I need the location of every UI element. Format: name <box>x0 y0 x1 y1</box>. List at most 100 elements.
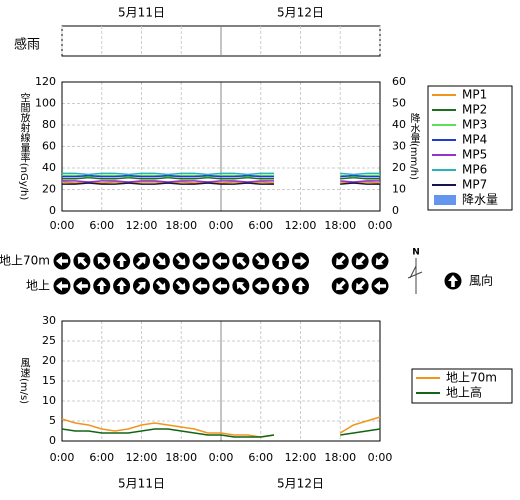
arrow-shape <box>116 255 127 267</box>
rain-label: 感雨 <box>14 37 40 53</box>
wind-arrow <box>212 277 230 295</box>
wind-row-label: 地上70m <box>0 254 50 268</box>
wind-arrow <box>192 277 210 295</box>
wind-arrow <box>113 252 131 270</box>
x-tick-label: 6:00 <box>248 219 273 232</box>
y2-axis-label: 降水量(mm/h) <box>408 112 420 180</box>
arrow-shape <box>195 281 208 291</box>
wind-arrow <box>93 252 111 270</box>
wind-arrow <box>331 252 349 270</box>
arrow-shape <box>75 281 88 291</box>
legend-box <box>427 85 513 211</box>
arrow-shape <box>195 256 208 266</box>
arrow-shape <box>374 281 386 291</box>
arrow-shape <box>275 280 286 292</box>
arrow-shape <box>56 256 68 266</box>
y2-tick-label: 60 <box>392 75 406 88</box>
wind-arrow <box>73 277 91 295</box>
arrow-shape <box>96 280 107 292</box>
compass-n: N <box>412 248 420 258</box>
x-tick-label: 6:00 <box>89 219 114 232</box>
wind-arrow <box>212 252 230 270</box>
legend-label: 降水量 <box>462 193 498 207</box>
date-label: 5月12日 <box>277 6 324 20</box>
legend-swatch <box>434 195 456 205</box>
wind-arrow <box>252 277 270 295</box>
arrow-shape <box>255 255 265 266</box>
y-tick-label: 40 <box>42 161 56 174</box>
arrow-shape <box>448 275 458 287</box>
series-line <box>62 182 380 185</box>
arrow-shape <box>275 255 286 267</box>
y-tick-label: 80 <box>42 118 56 131</box>
wind-arrow <box>93 277 111 295</box>
legend-label: MP1 <box>462 88 487 102</box>
date-label: 5月11日 <box>118 6 165 20</box>
x-tick-label: 18:00 <box>324 219 356 232</box>
wind-arrow <box>172 277 190 295</box>
x-tick-label: 0:00 <box>368 219 393 232</box>
wind-arrow <box>113 277 131 295</box>
y-tick-label: 120 <box>35 75 56 88</box>
plot-frame <box>61 320 381 442</box>
y-tick-label: 25 <box>42 334 56 347</box>
arrow-shape <box>116 280 127 292</box>
arrow-shape <box>155 255 166 266</box>
legend-label: 地上高 <box>446 385 482 400</box>
x-tick-label: 18:00 <box>165 219 197 232</box>
arrow-shape <box>215 281 227 291</box>
arrow-shape <box>336 280 346 291</box>
y-tick-label: 20 <box>42 354 56 367</box>
y-tick-label: 0 <box>49 434 56 447</box>
x-tick-label: 0:00 <box>50 219 75 232</box>
arrow-shape <box>355 280 366 291</box>
y2-tick-label: 0 <box>392 204 399 217</box>
x-tick-label: 6:00 <box>248 451 273 464</box>
arrow-shape <box>175 255 186 266</box>
legend-label: MP2 <box>462 103 487 117</box>
y-tick-label: 15 <box>42 374 56 387</box>
arrow-shape <box>56 281 68 291</box>
arrow-shape <box>294 256 307 266</box>
legend-label: MP7 <box>462 178 487 192</box>
wind-arrow <box>351 277 369 295</box>
arrow-shape <box>135 256 146 267</box>
wind-arrow <box>232 252 250 270</box>
wind-arrow <box>73 252 91 270</box>
wind-arrow <box>53 277 71 295</box>
arrow-shape <box>135 281 146 292</box>
x-tick-label: 18:00 <box>324 451 356 464</box>
wind-arrow <box>272 277 290 295</box>
legend-label: MP3 <box>462 118 487 132</box>
wind-arrow <box>53 252 71 270</box>
legend-label: MP5 <box>462 148 487 162</box>
x-tick-label: 0:00 <box>209 451 234 464</box>
arrow-shape <box>77 256 88 267</box>
x-tick-label: 0:00 <box>50 451 75 464</box>
legend-label: 地上70m <box>446 371 497 385</box>
legend-label: MP4 <box>462 133 487 147</box>
wind-legend-label: 風向 <box>469 273 493 288</box>
legend-label: MP6 <box>462 163 487 177</box>
wind-arrow <box>331 277 349 295</box>
arrow-shape <box>215 256 227 266</box>
legend-box <box>411 368 513 404</box>
arrow-shape <box>236 281 247 292</box>
wind-row-label: 地上 <box>26 279 50 293</box>
wind-arrow <box>232 277 250 295</box>
wind-arrow <box>252 252 270 270</box>
y2-tick-label: 20 <box>392 161 406 174</box>
wind-legend-icon <box>444 272 462 290</box>
y-axis-label: 空間放射線量率(nGy/h) <box>18 92 30 201</box>
wind-arrow <box>292 277 309 295</box>
y-tick-label: 30 <box>42 314 56 327</box>
date-label: 5月12日 <box>277 477 324 491</box>
x-tick-label: 18:00 <box>165 451 197 464</box>
x-tick-label: 12:00 <box>126 451 158 464</box>
compass <box>407 258 423 294</box>
x-tick-label: 12:00 <box>285 219 317 232</box>
wind-arrow <box>371 277 389 295</box>
y-tick-label: 5 <box>49 414 56 427</box>
arrow-shape <box>236 256 247 267</box>
arrow-shape <box>295 280 306 292</box>
